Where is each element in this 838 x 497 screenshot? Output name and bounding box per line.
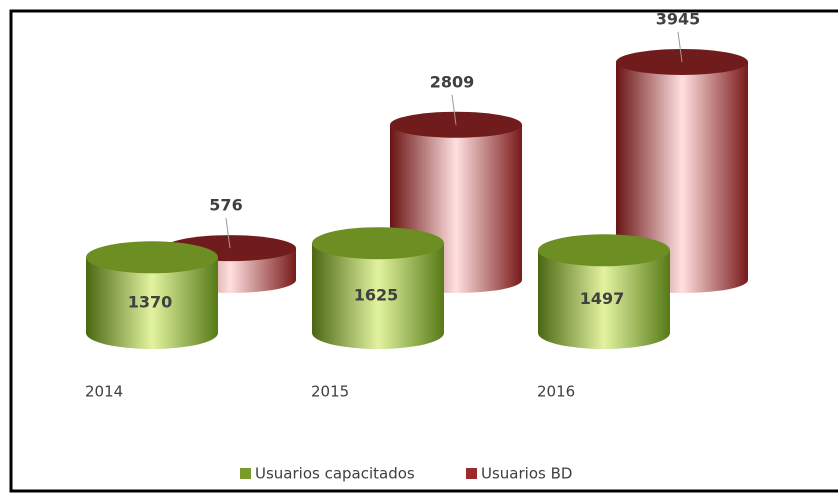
data-label: 576 <box>209 196 242 215</box>
data-label: 1625 <box>354 286 399 305</box>
cylinder-top <box>538 234 670 267</box>
cylinder <box>86 257 218 349</box>
data-label: 1497 <box>580 289 625 308</box>
x-tick-label: 2015 <box>311 383 349 401</box>
cylinder-top <box>86 241 218 274</box>
legend-label: Usuarios capacitados <box>255 465 415 483</box>
cylinder-top <box>312 227 444 260</box>
legend-swatch <box>466 468 477 479</box>
leader-line <box>677 31 683 63</box>
x-tick-label: 2014 <box>85 383 123 401</box>
cylinder <box>312 243 444 349</box>
legend-label: Usuarios BD <box>481 465 572 483</box>
cylinder <box>616 62 748 293</box>
legend-swatch <box>240 468 251 479</box>
data-label: 3945 <box>656 10 701 29</box>
leader-line <box>225 218 231 249</box>
x-tick-label: 2016 <box>537 383 575 401</box>
data-label: 1370 <box>128 293 173 312</box>
cylinder <box>538 250 670 349</box>
data-label: 2809 <box>430 72 475 91</box>
leader-line <box>451 94 457 125</box>
